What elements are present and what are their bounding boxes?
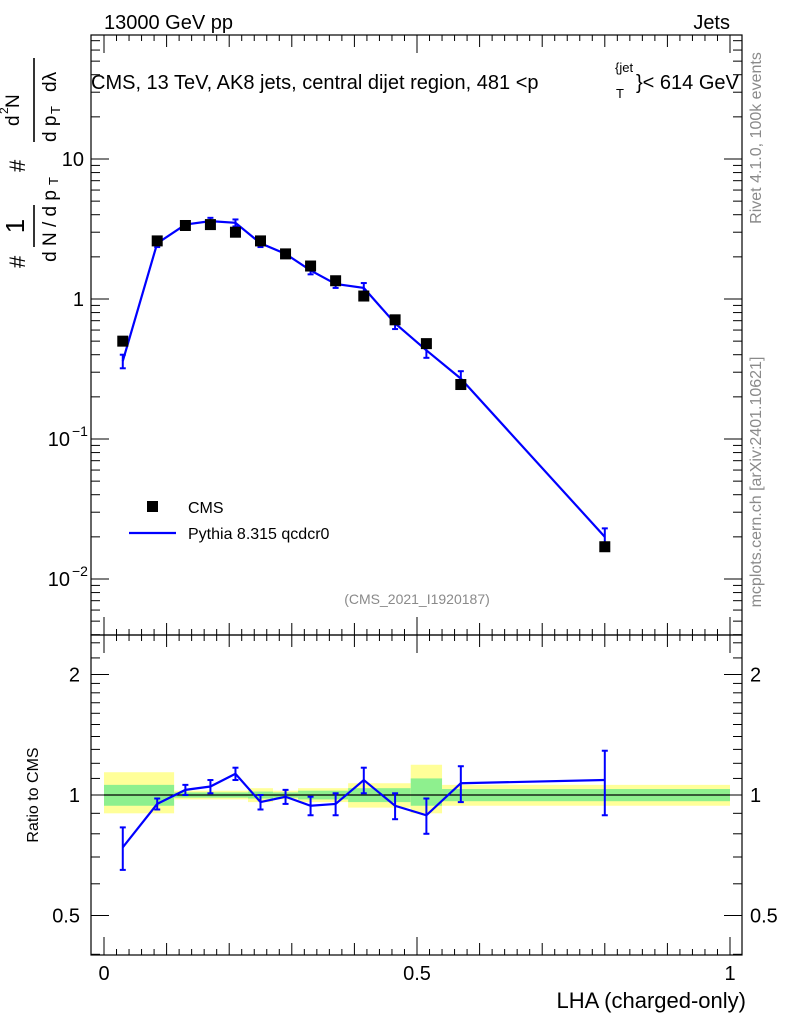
x-axis-label: LHA (charged-only) — [556, 988, 746, 1013]
xtick-label: 0 — [98, 963, 109, 985]
cms-data-point — [204, 219, 216, 231]
ratio-ytick-label: 2 — [69, 665, 80, 687]
ratio-ytick-label-right: 2 — [750, 665, 761, 687]
svg-text:dλ: dλ — [40, 71, 61, 92]
ratio-ytick-label-right: 0.5 — [750, 906, 778, 928]
cms-data-point — [599, 541, 611, 553]
svg-text:}< 614 GeV: }< 614 GeV — [636, 72, 740, 94]
svg-text:d p: d p — [40, 116, 61, 142]
ratio-ylabel: Ratio to CMS — [25, 747, 42, 842]
cms-data-point — [280, 248, 292, 260]
svg-text:{jet: {jet — [615, 60, 633, 75]
ratio-plot-frame — [90, 634, 743, 956]
mcplots-label: mcplots.cern.ch [arXiv:2401.10621] — [748, 357, 765, 608]
rivet-label: Rivet 4.1.0, 100k events — [748, 52, 765, 224]
cms-data-point — [255, 235, 266, 247]
main-ytick-label: 10 — [48, 569, 70, 591]
main-ytick-label: 10 — [48, 429, 70, 451]
ratio-ytick-label: 1 — [69, 785, 80, 807]
main-ylabel: # 1 d N / d p T # d 2 N d p T dλ — [0, 58, 63, 268]
cms-data-point — [179, 219, 191, 231]
svg-text:CMS, 13 TeV, AK8 jets, central: CMS, 13 TeV, AK8 jets, central dijet reg… — [91, 72, 539, 94]
chart-title: CMS, 13 TeV, AK8 jets, central dijet reg… — [91, 60, 740, 101]
ratio-plot-panel: 0.5 0.5 1 1 2 2 0 0.5 1 — [52, 634, 778, 985]
svg-text:N: N — [3, 94, 24, 108]
cms-data-point — [229, 226, 241, 238]
legend: CMS Pythia 8.315 qcdcr0 — [129, 500, 330, 543]
svg-text:d N / d p: d N / d p — [40, 190, 61, 262]
svg-text:T: T — [46, 177, 61, 185]
xtick-label: 0.5 — [403, 963, 431, 985]
legend-marker-cms — [147, 501, 158, 512]
main-ytick-label: 1 — [73, 289, 84, 311]
analysis-watermark: (CMS_2021_I1920187) — [344, 591, 490, 607]
svg-text:T: T — [48, 106, 63, 114]
header-left-label: 13000 GeV pp — [104, 12, 233, 34]
svg-text:#: # — [5, 255, 30, 268]
svg-text:#: # — [5, 159, 30, 172]
ratio-ytick-label-right: 1 — [750, 785, 761, 807]
svg-text:2: 2 — [0, 107, 11, 114]
legend-label-cms: CMS — [188, 500, 224, 517]
header-right-label: Jets — [693, 12, 730, 34]
main-ytick-exponent: −1 — [72, 423, 88, 439]
cms-data-point — [420, 338, 432, 350]
main-ytick-exponent: −2 — [72, 563, 88, 579]
ratio-ytick-label: 0.5 — [52, 906, 80, 928]
cms-data-point — [358, 290, 370, 302]
svg-text:1: 1 — [0, 219, 30, 233]
ratio-mc-line — [121, 772, 605, 849]
cms-data-point — [151, 235, 163, 247]
svg-text:d: d — [3, 115, 24, 126]
main-ytick-label: 10 — [62, 149, 84, 171]
legend-label-mc: Pythia 8.315 qcdcr0 — [188, 526, 330, 543]
cms-data-point — [389, 314, 401, 326]
cms-data-point — [117, 335, 129, 347]
xtick-label: 1 — [724, 963, 735, 985]
cms-data-point — [455, 379, 467, 391]
cms-data-point — [330, 275, 342, 287]
mc-series-line — [121, 220, 606, 538]
cms-data-point — [305, 260, 317, 272]
main-plot-frame — [90, 34, 743, 636]
svg-text:T: T — [616, 86, 624, 101]
